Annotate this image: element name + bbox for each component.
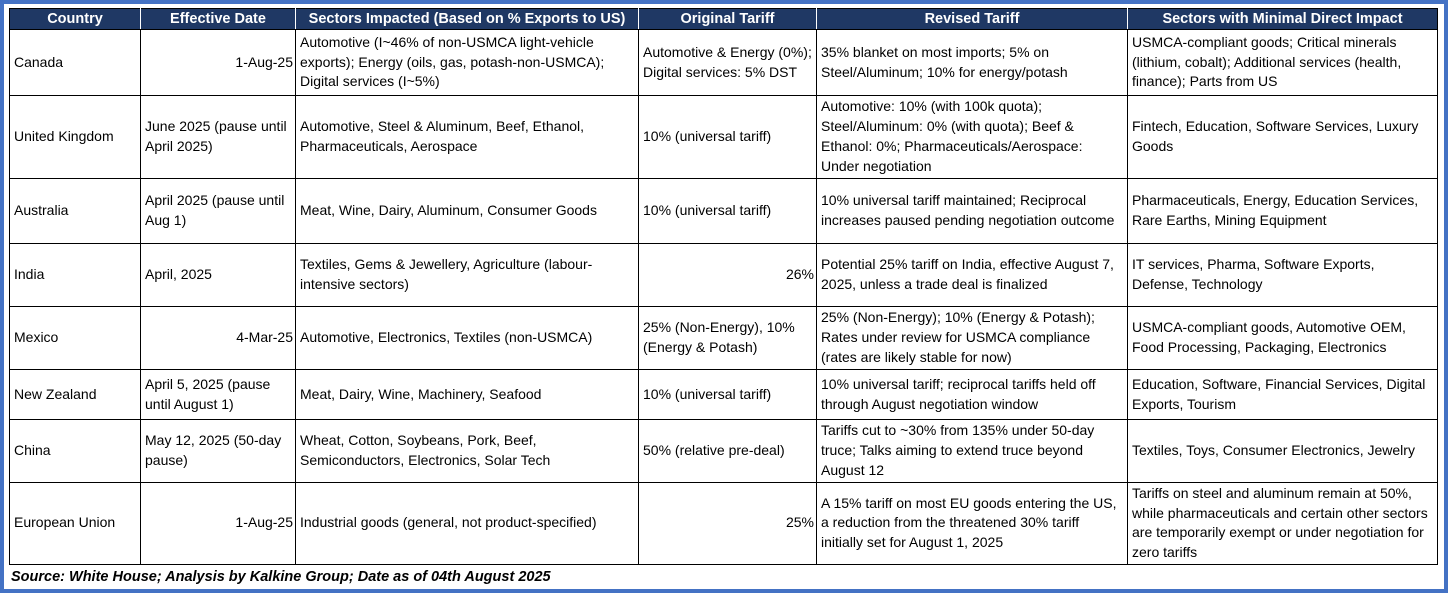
table-row-european-union: European Union 1-Aug-25 Industrial goods… <box>9 481 1438 566</box>
col-header-revised-tariff: Revised Tariff <box>816 8 1128 30</box>
cell-country: Australia <box>9 178 141 244</box>
col-header-sectors-impacted: Sectors Impacted (Based on % Exports to … <box>295 8 639 30</box>
table-row-canada: Canada 1-Aug-25 Automotive (I~46% of non… <box>9 29 1438 96</box>
cell-minimal-impact: Pharmaceuticals, Energy, Education Servi… <box>1127 178 1438 244</box>
cell-country: China <box>9 419 141 483</box>
col-header-country: Country <box>9 8 141 30</box>
table-row-india: India April, 2025 Textiles, Gems & Jewel… <box>9 243 1438 307</box>
cell-revised-tariff: Potential 25% tariff on India, effective… <box>816 243 1128 307</box>
table-row-china: China May 12, 2025 (50-day pause) Wheat,… <box>9 419 1438 483</box>
cell-effective-date: April 5, 2025 (pause until August 1) <box>140 369 296 420</box>
cell-effective-date: April, 2025 <box>140 243 296 307</box>
cell-original-tariff: 50% (relative pre-deal) <box>638 419 817 483</box>
cell-effective-date: 4-Mar-25 <box>140 306 296 370</box>
cell-effective-date: April 2025 (pause until Aug 1) <box>140 178 296 244</box>
cell-effective-date: 1-Aug-25 <box>140 29 296 96</box>
cell-minimal-impact: USMCA-compliant goods, Automotive OEM, F… <box>1127 306 1438 370</box>
cell-sectors-impacted: Industrial goods (general, not product-s… <box>295 481 639 566</box>
col-header-effective-date: Effective Date <box>140 8 296 30</box>
cell-original-tariff: 25% <box>638 481 817 566</box>
source-note: Source: White House; Analysis by Kalkine… <box>11 569 551 586</box>
cell-minimal-impact: Tariffs on steel and aluminum remain at … <box>1127 481 1438 566</box>
cell-revised-tariff: 10% universal tariff maintained; Recipro… <box>816 178 1128 244</box>
table-row-new-zealand: New Zealand April 5, 2025 (pause until A… <box>9 369 1438 420</box>
cell-sectors-impacted: Textiles, Gems & Jewellery, Agriculture … <box>295 243 639 307</box>
cell-original-tariff: 10% (universal tariff) <box>638 369 817 420</box>
tariff-table: Country Effective Date Sectors Impacted … <box>9 8 1438 566</box>
cell-original-tariff: Automotive & Energy (0%); Digital servic… <box>638 29 817 96</box>
cell-effective-date: June 2025 (pause until April 2025) <box>140 95 296 179</box>
cell-minimal-impact: IT services, Pharma, Software Exports, D… <box>1127 243 1438 307</box>
col-header-minimal-impact: Sectors with Minimal Direct Impact <box>1127 8 1438 30</box>
cell-original-tariff: 10% (universal tariff) <box>638 178 817 244</box>
cell-revised-tariff: 10% universal tariff; reciprocal tariffs… <box>816 369 1128 420</box>
cell-original-tariff: 26% <box>638 243 817 307</box>
cell-country: Mexico <box>9 306 141 370</box>
cell-original-tariff: 25% (Non-Energy), 10% (Energy & Potash) <box>638 306 817 370</box>
cell-effective-date: 1-Aug-25 <box>140 481 296 566</box>
cell-effective-date: May 12, 2025 (50-day pause) <box>140 419 296 483</box>
cell-country: United Kingdom <box>9 95 141 179</box>
cell-sectors-impacted: Automotive, Electronics, Textiles (non-U… <box>295 306 639 370</box>
cell-minimal-impact: Textiles, Toys, Consumer Electronics, Je… <box>1127 419 1438 483</box>
cell-revised-tariff: Tariffs cut to ~30% from 135% under 50-d… <box>816 419 1128 483</box>
cell-sectors-impacted: Wheat, Cotton, Soybeans, Pork, Beef, Sem… <box>295 419 639 483</box>
cell-sectors-impacted: Automotive, Steel & Aluminum, Beef, Etha… <box>295 95 639 179</box>
cell-revised-tariff: A 15% tariff on most EU goods entering t… <box>816 481 1128 566</box>
cell-revised-tariff: Automotive: 10% (with 100k quota); Steel… <box>816 95 1128 179</box>
cell-sectors-impacted: Meat, Dairy, Wine, Machinery, Seafood <box>295 369 639 420</box>
cell-minimal-impact: Education, Software, Financial Services,… <box>1127 369 1438 420</box>
cell-country: Canada <box>9 29 141 96</box>
cell-sectors-impacted: Meat, Wine, Dairy, Aluminum, Consumer Go… <box>295 178 639 244</box>
cell-revised-tariff: 25% (Non-Energy); 10% (Energy & Potash);… <box>816 306 1128 370</box>
cell-minimal-impact: USMCA-compliant goods; Critical minerals… <box>1127 29 1438 96</box>
table-row-mexico: Mexico 4-Mar-25 Automotive, Electronics,… <box>9 306 1438 370</box>
table-row-australia: Australia April 2025 (pause until Aug 1)… <box>9 178 1438 244</box>
table-header-row: Country Effective Date Sectors Impacted … <box>9 8 1438 30</box>
cell-revised-tariff: 35% blanket on most imports; 5% on Steel… <box>816 29 1128 96</box>
table-row-united-kingdom: United Kingdom June 2025 (pause until Ap… <box>9 95 1438 179</box>
cell-country: European Union <box>9 481 141 566</box>
cell-country: New Zealand <box>9 369 141 420</box>
cell-country: India <box>9 243 141 307</box>
cell-minimal-impact: Fintech, Education, Software Services, L… <box>1127 95 1438 179</box>
cell-sectors-impacted: Automotive (I~46% of non-USMCA light-veh… <box>295 29 639 96</box>
col-header-original-tariff: Original Tariff <box>638 8 817 30</box>
cell-original-tariff: 10% (universal tariff) <box>638 95 817 179</box>
